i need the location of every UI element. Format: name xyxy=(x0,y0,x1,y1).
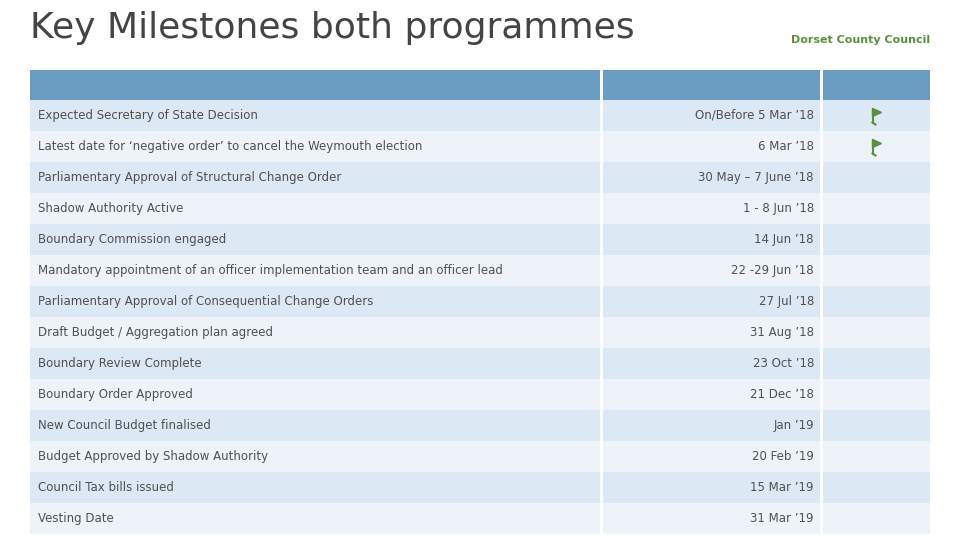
Text: 6 Mar ’18: 6 Mar ’18 xyxy=(758,140,814,153)
Bar xyxy=(823,255,930,286)
Bar xyxy=(603,131,820,162)
Text: Council Tax bills issued: Council Tax bills issued xyxy=(38,481,174,494)
Text: 15 Mar ’19: 15 Mar ’19 xyxy=(751,481,814,494)
Text: 31 Aug ’18: 31 Aug ’18 xyxy=(750,326,814,339)
Text: 31 Mar ’19: 31 Mar ’19 xyxy=(751,512,814,525)
Text: 23 Oct ’18: 23 Oct ’18 xyxy=(753,357,814,370)
Bar xyxy=(30,131,600,162)
Bar xyxy=(823,441,930,472)
Bar xyxy=(30,255,600,286)
Bar xyxy=(603,162,820,193)
Bar xyxy=(823,410,930,441)
Bar xyxy=(603,379,820,410)
Bar xyxy=(823,472,930,503)
Bar xyxy=(603,193,820,224)
Bar xyxy=(603,286,820,317)
Bar xyxy=(603,224,820,255)
Text: Latest date for ‘negative order’ to cancel the Weymouth election: Latest date for ‘negative order’ to canc… xyxy=(38,140,422,153)
Polygon shape xyxy=(873,139,881,147)
Text: Jan ’19: Jan ’19 xyxy=(774,419,814,432)
Bar xyxy=(30,348,600,379)
Bar xyxy=(603,410,820,441)
Bar xyxy=(603,255,820,286)
Bar xyxy=(823,224,930,255)
Bar xyxy=(603,503,820,534)
Text: 14 Jun ’18: 14 Jun ’18 xyxy=(755,233,814,246)
Text: Boundary Commission engaged: Boundary Commission engaged xyxy=(38,233,227,246)
Bar xyxy=(30,193,600,224)
Bar xyxy=(30,379,600,410)
Text: 27 Jul ’18: 27 Jul ’18 xyxy=(758,295,814,308)
Text: On/Before 5 Mar ’18: On/Before 5 Mar ’18 xyxy=(695,109,814,122)
Bar xyxy=(603,70,820,100)
Bar xyxy=(823,317,930,348)
Bar xyxy=(823,379,930,410)
Text: Budget Approved by Shadow Authority: Budget Approved by Shadow Authority xyxy=(38,450,268,463)
Bar xyxy=(30,286,600,317)
Text: Mandatory appointment of an officer implementation team and an officer lead: Mandatory appointment of an officer impl… xyxy=(38,264,503,277)
Polygon shape xyxy=(873,109,881,117)
Text: Key Milestones both programmes: Key Milestones both programmes xyxy=(30,11,635,45)
Bar xyxy=(603,472,820,503)
Bar xyxy=(823,286,930,317)
Text: 30 May – 7 June ’18: 30 May – 7 June ’18 xyxy=(699,171,814,184)
Bar xyxy=(30,162,600,193)
Text: 20 Feb ’19: 20 Feb ’19 xyxy=(752,450,814,463)
Bar xyxy=(603,348,820,379)
Bar xyxy=(30,503,600,534)
Bar xyxy=(823,162,930,193)
Bar xyxy=(823,193,930,224)
Bar xyxy=(823,131,930,162)
Bar xyxy=(823,503,930,534)
Text: Shadow Authority Active: Shadow Authority Active xyxy=(38,202,183,215)
Bar xyxy=(603,317,820,348)
Text: Expected Secretary of State Decision: Expected Secretary of State Decision xyxy=(38,109,258,122)
Text: 22 -29 Jun ’18: 22 -29 Jun ’18 xyxy=(732,264,814,277)
Text: Dorset County Council: Dorset County Council xyxy=(791,35,930,45)
Bar xyxy=(30,441,600,472)
Text: 1 - 8 Jun ’18: 1 - 8 Jun ’18 xyxy=(743,202,814,215)
Text: Boundary Review Complete: Boundary Review Complete xyxy=(38,357,202,370)
Bar xyxy=(823,348,930,379)
Bar xyxy=(30,410,600,441)
Bar xyxy=(30,472,600,503)
Bar xyxy=(30,70,600,100)
Text: Parliamentary Approval of Structural Change Order: Parliamentary Approval of Structural Cha… xyxy=(38,171,342,184)
Bar xyxy=(30,224,600,255)
Text: Vesting Date: Vesting Date xyxy=(38,512,113,525)
Bar xyxy=(603,100,820,131)
Bar xyxy=(30,317,600,348)
Bar xyxy=(823,100,930,131)
Text: Draft Budget / Aggregation plan agreed: Draft Budget / Aggregation plan agreed xyxy=(38,326,273,339)
Bar xyxy=(823,70,930,100)
Text: Boundary Order Approved: Boundary Order Approved xyxy=(38,388,193,401)
Text: Parliamentary Approval of Consequential Change Orders: Parliamentary Approval of Consequential … xyxy=(38,295,373,308)
Text: 21 Dec ’18: 21 Dec ’18 xyxy=(750,388,814,401)
Bar xyxy=(30,100,600,131)
Bar xyxy=(603,441,820,472)
Text: New Council Budget finalised: New Council Budget finalised xyxy=(38,419,211,432)
